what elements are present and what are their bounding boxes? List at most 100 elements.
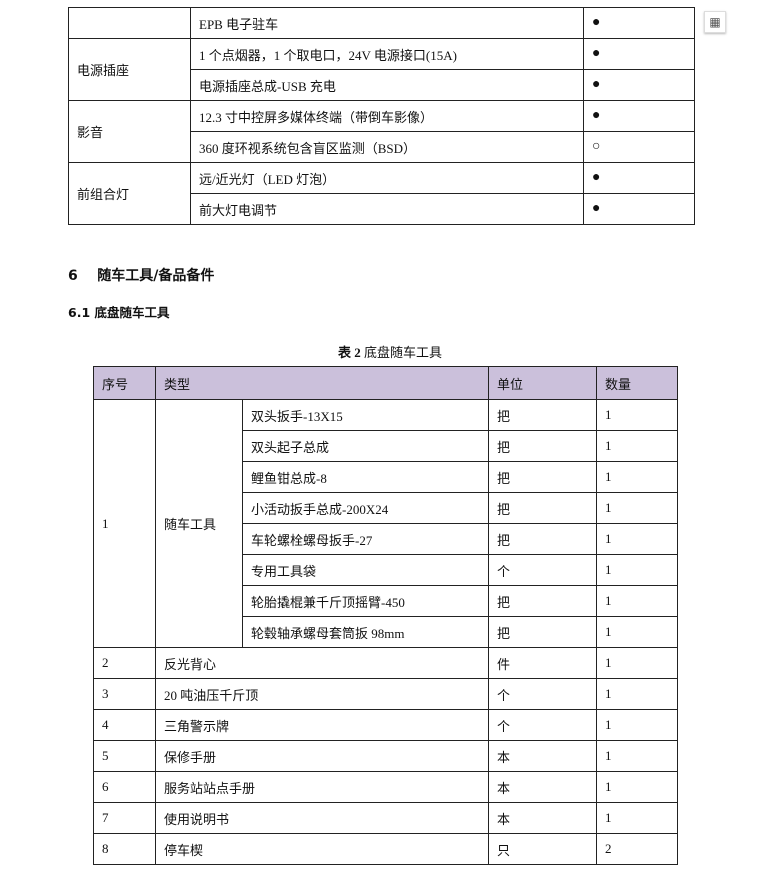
item-cell: 12.3 寸中控屏多媒体终端（带倒车影像） [190, 100, 584, 132]
qty-cell: 2 [596, 833, 679, 865]
no-cell: 1 [93, 399, 156, 648]
table-row: 7 使用说明书本 1 [93, 802, 679, 834]
unit-cell: 把 [488, 399, 598, 431]
item-cell: 车轮螺栓螺母扳手-27 [241, 523, 490, 555]
no-cell: 3 [93, 678, 156, 710]
header-type: 类型 [154, 366, 490, 400]
no-cell: 5 [93, 740, 156, 772]
table-row: 影音 12.3 寸中控屏多媒体终端（带倒车影像） ● [68, 100, 695, 163]
unit-cell: 把 [488, 461, 598, 493]
unit-cell: 个 [488, 554, 598, 586]
table-caption: 表 2 底盘随车工具 [337, 345, 443, 360]
mark-cell: ● [583, 100, 695, 132]
table-row: 2 反光背心件 1 [93, 647, 679, 679]
table-row: 小活动扳手总成-200X24 把 1 [94, 492, 679, 524]
type-cell: 保修手册 [154, 740, 490, 772]
mark-cell: ● [583, 162, 695, 194]
unit-cell: 本 [488, 802, 598, 834]
qty-cell: 1 [596, 554, 679, 586]
item-cell: 轮毂轴承螺母套筒扳 98mm [241, 616, 490, 648]
qty-cell: 1 [596, 678, 679, 710]
header-no: 序号 [93, 366, 156, 400]
tools-table: 序号 类型 单位 数量 1 随车工具 双头扳手-13X15 把 1 双头起子总成把 1 鲤鱼钳… [93, 366, 679, 865]
no-cell: 6 [93, 771, 156, 803]
item-cell: 电源插座总成-USB 充电 [190, 69, 584, 101]
item-cell: 360 度环视系统包含盲区监测（BSD） [190, 131, 584, 163]
type-cell: 停车楔 [154, 833, 490, 865]
calculator-icon[interactable]: ▦ [704, 11, 726, 33]
table-row: 6 服务站站点手册本 1 [93, 771, 679, 803]
table-row: 轮胎撬棍兼千斤顶摇臂-450 把 1 [94, 585, 679, 617]
features-table: EPB 电子驻车 ● 电源插座 1 个点烟器，1 个取电口，24V 电源接口(15A… [68, 7, 695, 225]
type-cell: 反光背心 [154, 647, 490, 679]
type-cell: 使用说明书 [154, 802, 490, 834]
no-cell: 4 [93, 709, 156, 741]
unit-cell: 件 [488, 647, 598, 679]
no-cell: 2 [93, 647, 156, 679]
table-row: 电源插座 1 个点烟器，1 个取电口，24V 电源接口(15A) ● [68, 38, 695, 101]
item-cell: 轮胎撬棍兼千斤顶摇臂-450 [241, 585, 490, 617]
mark-cell: ● [583, 69, 695, 101]
qty-cell: 1 [596, 647, 679, 679]
group-cell: 前组合灯 [68, 162, 191, 225]
item-cell: 双头起子总成 [241, 430, 490, 462]
table-row: 1 随车工具 双头扳手-13X15 把 1 [93, 399, 679, 648]
unit-cell: 本 [488, 771, 598, 803]
qty-cell: 1 [596, 430, 679, 462]
table-row: 8 停车楔只 2 [93, 833, 679, 865]
table-row: 3 20 吨油压千斤顶个 1 [93, 678, 679, 710]
item-cell: 专用工具袋 [241, 554, 490, 586]
qty-cell: 1 [596, 523, 679, 555]
table-row: 专用工具袋个 1 [94, 554, 679, 586]
subsection-heading: 6.1 底盘随车工具 [68, 305, 170, 320]
item-cell: 双头扳手-13X15 [241, 399, 490, 431]
unit-cell: 把 [488, 616, 598, 648]
group-cell: 电源插座 [68, 38, 191, 101]
unit-cell: 把 [488, 492, 598, 524]
unit-cell: 个 [488, 709, 598, 741]
type-cell: 20 吨油压千斤顶 [154, 678, 490, 710]
item-cell: 鲤鱼钳总成-8 [241, 461, 490, 493]
qty-cell: 1 [596, 709, 679, 741]
mark-cell: ○ [583, 131, 695, 163]
mark-cell: ● [583, 38, 695, 70]
header-row: 序号 类型 单位 数量 [93, 366, 679, 400]
item-cell: 前大灯电调节 [190, 193, 584, 225]
section-heading: 6 随车工具/备品备件 [68, 268, 215, 284]
unit-cell: 把 [488, 523, 598, 555]
unit-cell: 把 [488, 585, 598, 617]
unit-cell: 把 [488, 430, 598, 462]
header-unit: 单位 [488, 366, 598, 400]
table-row: EPB 电子驻车 ● [68, 7, 695, 39]
table-row: 4 三角警示牌个 1 [93, 709, 679, 741]
unit-cell: 本 [488, 740, 598, 772]
group-cell [68, 7, 191, 39]
mark-cell: ● [583, 193, 695, 225]
type-cell: 随车工具 [155, 399, 243, 648]
qty-cell: 1 [596, 585, 679, 617]
header-qty: 数量 [596, 366, 679, 400]
table-row: 轮毂轴承螺母套筒扳 98mm 把 1 [94, 616, 679, 648]
qty-cell: 1 [596, 461, 679, 493]
no-cell: 8 [93, 833, 156, 865]
qty-cell: 1 [596, 771, 679, 803]
qty-cell: 1 [596, 802, 679, 834]
group-cell: 影音 [68, 100, 191, 163]
unit-cell: 个 [488, 678, 598, 710]
mark-cell: ● [583, 7, 695, 39]
item-cell: EPB 电子驻车 [190, 7, 584, 39]
table-row: 5 保修手册本 1 [93, 740, 679, 772]
item-cell: 1 个点烟器，1 个取电口，24V 电源接口(15A) [190, 38, 584, 70]
type-cell: 服务站站点手册 [154, 771, 490, 803]
table-row: 前组合灯 远/近光灯（LED 灯泡） ● [68, 162, 695, 225]
item-cell: 远/近光灯（LED 灯泡） [190, 162, 584, 194]
table-row: 电源插座总成-USB 充电 ● [69, 69, 695, 101]
no-cell: 7 [93, 802, 156, 834]
qty-cell: 1 [596, 616, 679, 648]
qty-cell: 1 [596, 740, 679, 772]
qty-cell: 1 [596, 492, 679, 524]
table-row: 前大灯电调节 ● [69, 193, 695, 225]
item-cell: 小活动扳手总成-200X24 [241, 492, 490, 524]
qty-cell: 1 [596, 399, 679, 431]
unit-cell: 只 [488, 833, 598, 865]
